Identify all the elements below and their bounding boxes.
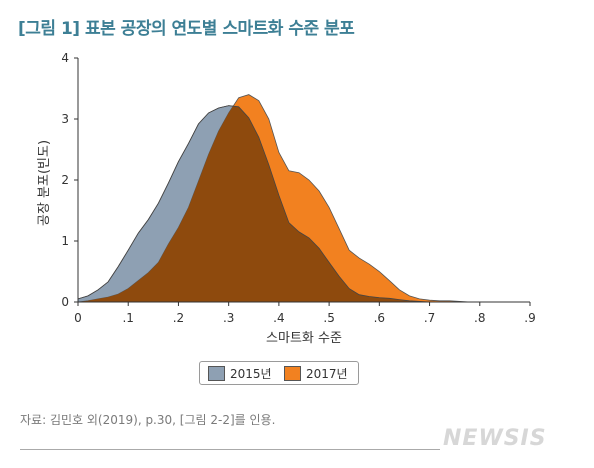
x-tick-label: .2 [173, 311, 184, 325]
axes: 0 .1 .2 .3 .4 .5 .6 .7 .8 .9 0 1 2 3 4 스마트화 수준 공장 분포(빈도) [37, 51, 536, 346]
x-tick-label: .7 [424, 311, 435, 325]
x-tick-label: .8 [474, 311, 485, 325]
legend-swatch-2015 [208, 365, 225, 381]
legend-label-2017: 2017년 [306, 366, 348, 381]
plot-area [77, 94, 480, 303]
watermark-logo: NEWSIS [443, 426, 547, 451]
outline-2015 [77, 105, 430, 303]
legend-item-2015: 2015년 [208, 365, 272, 381]
density-chart: 0 .1 .2 .3 .4 .5 .6 .7 .8 .9 0 1 2 3 4 스마트화 수준 공장 분포(빈도) [37, 51, 536, 346]
y-tick-label: 1 [61, 234, 69, 248]
x-tick-label: .1 [122, 311, 133, 325]
y-tick-label: 0 [61, 295, 69, 309]
chart-title: [그림 1] 표본 공장의 연도별 스마트화 수준 분포 [18, 19, 355, 39]
legend-swatch-2017 [284, 365, 301, 381]
y-tick-label: 4 [61, 51, 69, 65]
x-tick-label: .4 [273, 311, 284, 325]
x-axis-label: 스마트화 수준 [266, 331, 342, 346]
divider [20, 449, 440, 450]
x-tick-label: .9 [524, 311, 535, 325]
y-tick-label: 3 [61, 112, 69, 126]
x-tick-label: 0 [74, 311, 82, 325]
y-axis-label: 공장 분포(빈도) [37, 140, 52, 226]
legend: 2015년 2017년 [199, 361, 359, 385]
y-tick-label: 2 [61, 173, 69, 187]
area-overlap [78, 105, 430, 302]
x-tick-label: .3 [223, 311, 234, 325]
legend-item-2017: 2017년 [284, 365, 348, 381]
x-tick-label: .6 [374, 311, 385, 325]
legend-label-2015: 2015년 [230, 366, 272, 381]
x-tick-label: .5 [323, 311, 334, 325]
source-note: 자료: 김민호 외(2019), p.30, [그림 2-2]를 인용. [20, 413, 276, 427]
